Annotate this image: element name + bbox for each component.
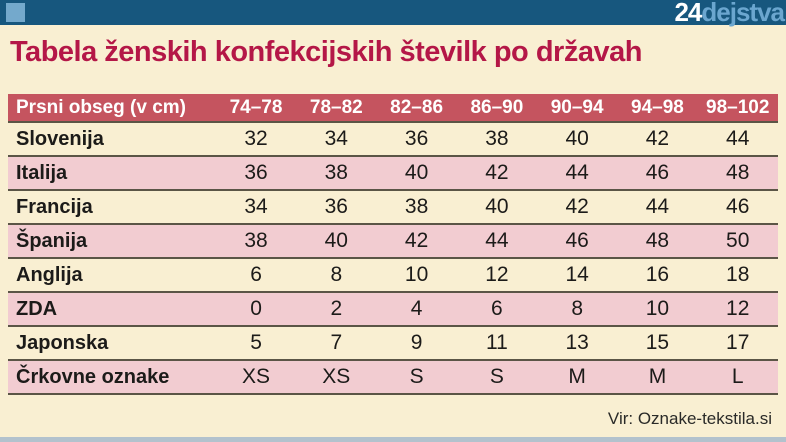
table-cell: 4 [410, 297, 423, 320]
brand-square-icon [6, 3, 25, 22]
table-row: Slovenija 32 34 36 38 40 42 44 [8, 123, 778, 157]
table-row: Italija 36 38 40 42 44 46 48 [8, 157, 778, 191]
row-label: Slovenija [16, 127, 104, 150]
header-range-cell: 86–90 [470, 96, 524, 118]
table-cell: 40 [485, 195, 509, 218]
table-cell: 34 [324, 127, 348, 150]
table-cell: 38 [324, 161, 348, 184]
header-range-cell: 90–94 [550, 96, 604, 118]
table-cell: 14 [565, 263, 589, 286]
row-label: Italija [16, 161, 68, 184]
row-label: Anglija [16, 263, 83, 286]
table-cell: 32 [244, 127, 268, 150]
header-range-cell: 82–86 [390, 96, 444, 118]
table-row: ZDA 0 2 4 6 8 10 12 [8, 293, 778, 327]
table-cell: 12 [726, 297, 750, 320]
table-cell: S [489, 365, 504, 388]
table-cell: 42 [404, 229, 429, 252]
table-cell: 5 [250, 331, 262, 354]
table-cell: 48 [726, 161, 750, 184]
table-cell: 34 [244, 195, 268, 218]
table-cell: 42 [485, 161, 509, 184]
table-cell: 6 [491, 297, 503, 320]
site-logo: 24dejstva [674, 0, 785, 27]
table-body: Slovenija 32 34 36 38 40 42 44 Italija 36 38 40 42 44… [8, 123, 778, 395]
table-cell: 38 [485, 127, 509, 150]
table-cell: 11 [485, 331, 508, 354]
table-cell: 36 [404, 127, 429, 150]
table-cell: 15 [645, 331, 670, 354]
table-cell: M [648, 365, 667, 388]
table-cell: 44 [645, 195, 670, 218]
table-header-row: Prsni obseg (v cm) 74–78 78–82 82–86 86–90 90… [8, 94, 778, 123]
row-label: Španija [16, 229, 88, 252]
table-cell: 9 [410, 331, 423, 354]
bottom-strip [0, 437, 786, 442]
header-range-cell: 98–102 [706, 96, 770, 118]
table-cell: 2 [330, 297, 343, 320]
table-cell: 13 [565, 331, 589, 354]
table-cell: 42 [645, 127, 670, 150]
row-label: Francija [16, 195, 93, 218]
table-cell: 42 [565, 195, 589, 218]
table-row: Francija 34 36 38 40 42 44 46 [8, 191, 778, 225]
table-cell: 38 [244, 229, 268, 252]
row-label: Japonska [16, 331, 109, 354]
table-cell: XS [322, 365, 351, 388]
table-row: Črkovne oznake XS XS S S M M L [8, 361, 778, 395]
table-row: Španija 38 40 42 44 46 48 50 [8, 225, 778, 259]
header-label-cell: Prsni obseg (v cm) [16, 96, 186, 118]
table-cell: 46 [726, 195, 750, 218]
table-cell: 44 [726, 127, 750, 150]
table-cell: 38 [404, 195, 429, 218]
page-title: Tabela ženskih konfekcijskih številk po … [10, 36, 642, 68]
table-cell: 17 [726, 331, 750, 354]
header-range-cell: 74–78 [229, 96, 283, 118]
table-cell: 12 [485, 263, 509, 286]
logo-prefix: 24 [674, 0, 702, 27]
table-cell: 36 [244, 161, 268, 184]
header-range-cell: 78–82 [309, 96, 363, 118]
table-cell: M [568, 365, 586, 388]
table-cell: S [409, 365, 424, 388]
table-cell: XS [242, 365, 271, 388]
row-label: ZDA [16, 297, 58, 320]
table-row: Anglija 6 8 10 12 14 16 18 [8, 259, 778, 293]
header-range-cell: 94–98 [631, 96, 684, 118]
table-cell: 46 [565, 229, 589, 252]
table-cell: 44 [485, 229, 509, 252]
table-cell: 44 [565, 161, 589, 184]
table-cell: 8 [330, 263, 343, 286]
table-cell: 40 [404, 161, 429, 184]
table-cell: 7 [330, 331, 343, 354]
table-cell: 48 [645, 229, 670, 252]
table-row: Japonska 5 7 9 11 13 15 17 [8, 327, 778, 361]
table-cell: 8 [571, 297, 583, 320]
table-cell: 40 [324, 229, 348, 252]
masthead-bar: 24dejstva [0, 0, 786, 27]
table-cell: 10 [404, 263, 429, 286]
source-credit: Vir: Oznake-tekstila.si [607, 409, 772, 428]
row-label: Črkovne oznake [16, 365, 170, 388]
table-cell: 10 [645, 297, 670, 320]
table-cell: 50 [726, 229, 750, 252]
table-cell: 0 [250, 297, 262, 320]
table-cell: 36 [324, 195, 348, 218]
logo-suffix: dejstva [701, 0, 785, 27]
table-cell: L [731, 365, 744, 388]
table-cell: 40 [565, 127, 589, 150]
table-cell: 16 [645, 263, 670, 286]
table-cell: 18 [726, 263, 750, 286]
table-cell: 6 [250, 263, 262, 286]
size-table: Prsni obseg (v cm) 74–78 78–82 82–86 86–90 90… [8, 94, 778, 395]
table-cell: 46 [645, 161, 670, 184]
